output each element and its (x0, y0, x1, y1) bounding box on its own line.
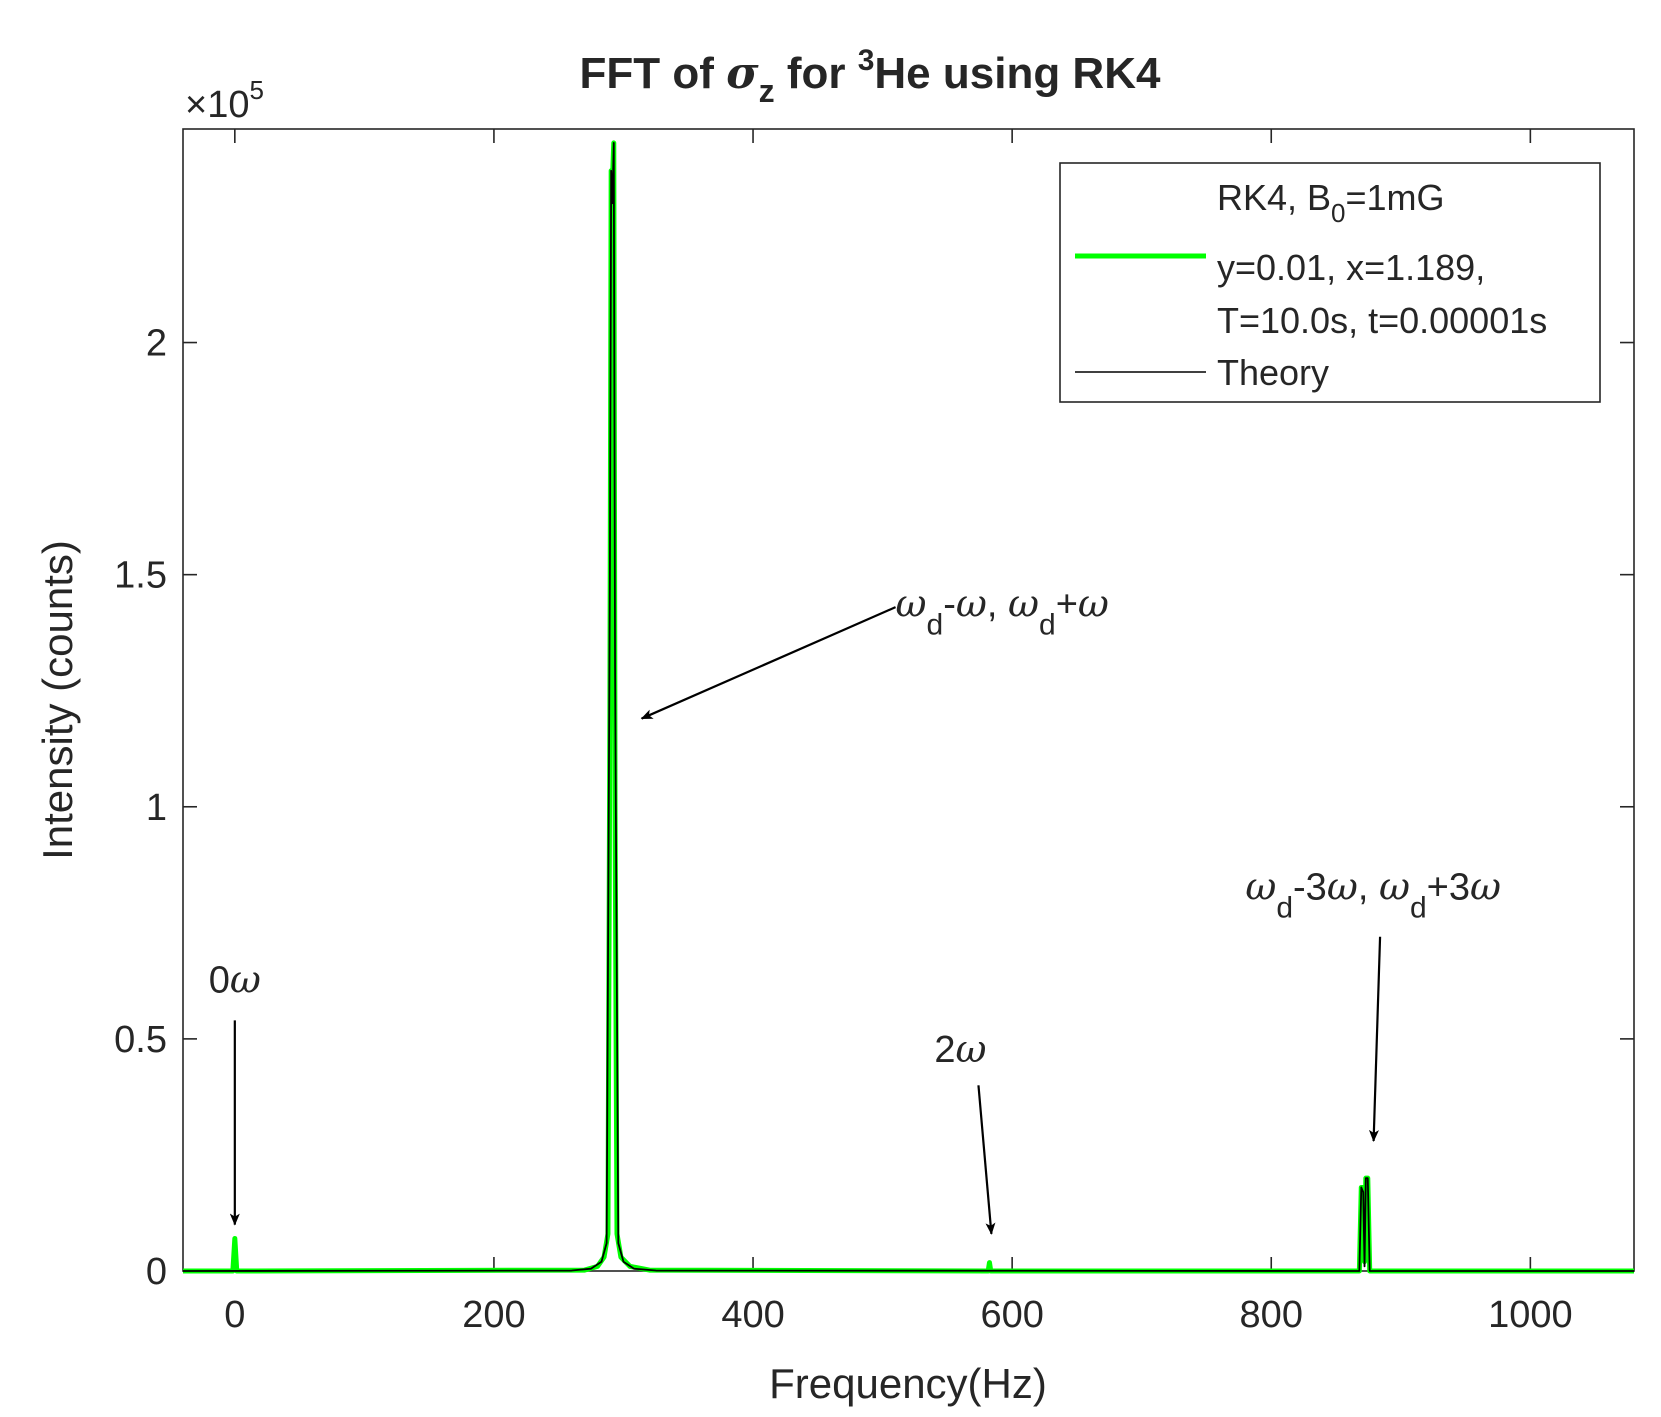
annotation-two-omega: 2ω (934, 1027, 986, 1071)
annotation-wd-minus-plus-omega: ωd-ω, ωd+ω (896, 581, 1109, 641)
y-tick-label: 0 (146, 1251, 167, 1293)
annotation-wd-minus-plus-3omega: ωd-3ω, ωd+3ω (1245, 865, 1501, 925)
legend-box (1059, 162, 1601, 403)
x-axis-label: Frequency(Hz) (769, 1360, 1047, 1407)
annotation-zero-omega: 0ω (209, 957, 261, 1001)
arrow-two-omega (977, 1085, 996, 1235)
y-tick-label: 1 (146, 787, 167, 829)
legend-rk4-header: RK4, B0=1mG (1217, 177, 1445, 228)
series-layer (182, 140, 1634, 1274)
legend-theory-label: Theory (1217, 352, 1329, 393)
x-tick-label: 400 (721, 1294, 784, 1336)
y-axis-label: Intensity (counts) (34, 540, 81, 860)
y-tick-label: 0.5 (114, 1019, 167, 1061)
y-exponent-label: ×105 (185, 75, 264, 126)
legend-rk4-line2: T=10.0s, t=0.00001s (1217, 300, 1547, 341)
x-tick-label: 0 (224, 1294, 245, 1336)
x-tick-label: 200 (462, 1294, 525, 1336)
annotation-layer: 0ω ωd-ω, ωd+ω 2ω ωd-3ω, ωd+3ω (209, 581, 1501, 1235)
y-tick-label: 1.5 (114, 555, 167, 597)
axis-ticks: 0 200 400 600 800 1000 0 0.5 1 1.5 2 (114, 129, 1634, 1336)
chart-title: FFT of σz for 3He using RK4 (580, 44, 1161, 109)
x-tick-label: 600 (980, 1294, 1043, 1336)
series-line-theory (182, 142, 1634, 1272)
legend: RK4, B0=1mG y=0.01, x=1.189, T=10.0s, t=… (1059, 162, 1601, 403)
arrow-wd-minus-plus-3omega (1368, 936, 1382, 1143)
arrow-wd-minus-plus-omega (640, 606, 896, 720)
x-tick-label: 1000 (1488, 1294, 1573, 1336)
y-tick-label: 2 (146, 323, 167, 365)
x-tick-label: 800 (1240, 1294, 1303, 1336)
legend-rk4-line1: y=0.01, x=1.189, (1217, 247, 1485, 288)
